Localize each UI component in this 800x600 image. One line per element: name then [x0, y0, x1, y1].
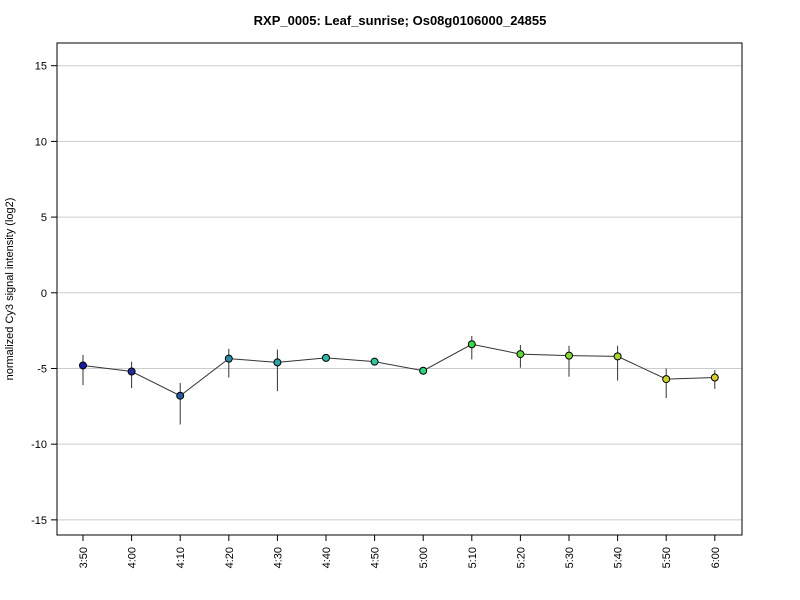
y-tick-label-4: 5 [41, 212, 47, 224]
y-axis-label: normalized Cy3 signal intensity (log2) [4, 198, 16, 381]
y-tick-label-2: -5 [37, 363, 47, 375]
x-tick-label-13: 6:00 [710, 547, 722, 568]
x-tick-label-5: 4:40 [321, 547, 333, 568]
data-point-0 [79, 361, 87, 370]
x-tick-label-3: 4:20 [224, 547, 236, 568]
x-tick-label-2: 4:10 [175, 547, 187, 568]
x-tick-label-0: 3:50 [78, 547, 90, 568]
plot-border [56, 42, 743, 536]
axes: -15 -10 -5 0 5 10 15 3:50 4:00 4:10 4:20 4:30 4:40 4:… [31, 42, 743, 568]
data-point-7 [419, 366, 428, 375]
data-point-8 [467, 340, 476, 349]
x-tick-label-7: 5:00 [418, 547, 430, 568]
chart-title: RXP_0005: Leaf_sunrise; Os08g0106000_248… [253, 13, 547, 28]
x-tick-label-11: 5:40 [613, 547, 625, 568]
data-point-4 [273, 358, 282, 367]
data-point-2 [176, 391, 185, 400]
data-point-1 [127, 367, 136, 376]
y-tick-label-5: 10 [35, 136, 47, 148]
data-point-6 [370, 357, 379, 366]
data-point-12 [662, 375, 671, 384]
y-tick-label-3: 0 [41, 288, 47, 300]
x-tick-label-8: 5:10 [467, 547, 479, 568]
x-tick-label-12: 5:50 [661, 547, 673, 568]
x-tick-label-9: 5:20 [515, 547, 527, 568]
data-point-13 [710, 373, 719, 382]
data-point-9 [516, 350, 525, 359]
x-tick-label-10: 5:30 [564, 547, 576, 568]
y-tick-label-1: -10 [31, 439, 47, 451]
series-line [82, 343, 715, 397]
gridlines [57, 65, 742, 521]
data-point-11 [613, 352, 622, 361]
x-tick-label-6: 4:50 [370, 547, 382, 568]
x-tick-label-4: 4:30 [272, 547, 284, 568]
y-tick-label-6: 15 [35, 61, 47, 73]
x-tick-label-1: 4:00 [127, 547, 139, 568]
data-point-10 [565, 351, 573, 360]
y-tick-label-0: -15 [31, 515, 47, 527]
data-series [79, 335, 719, 425]
data-point-5 [322, 353, 330, 362]
data-point-3 [224, 354, 233, 363]
